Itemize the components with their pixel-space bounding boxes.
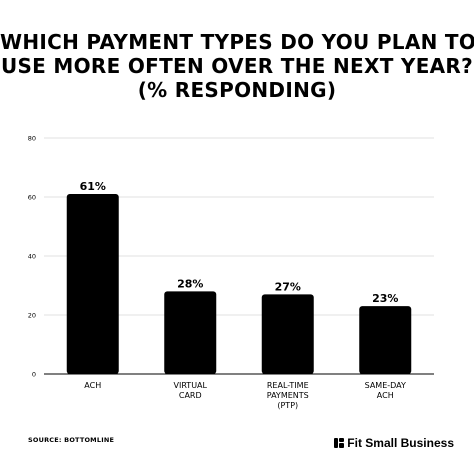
- chart-title-line-3: (% RESPONDING): [137, 78, 337, 102]
- fit-small-business-logo-icon: [334, 438, 345, 448]
- bar: [261, 294, 314, 374]
- x-tick-label: (PTP): [277, 401, 298, 410]
- y-tick-label: 80: [28, 135, 36, 143]
- chart-title-line-2: USE MORE OFTEN OVER THE NEXT YEAR?: [0, 54, 474, 78]
- bar: [359, 306, 412, 374]
- brand-logo: Fit Small Business: [334, 436, 454, 450]
- x-tick-label: ACH: [377, 391, 394, 400]
- y-tick-label: 40: [28, 253, 36, 261]
- chart-title-line-1: WHICH PAYMENT TYPES DO YOU PLAN TO: [0, 30, 474, 54]
- data-label: 61%: [80, 180, 106, 193]
- y-tick-label: 0: [32, 371, 36, 379]
- y-tick-label: 60: [28, 194, 36, 202]
- x-tick-label: VIRTUAL: [174, 381, 208, 390]
- x-tick-label: REAL-TIME: [267, 381, 309, 390]
- x-tick-label: ACH: [84, 381, 101, 390]
- x-tick-label: PAYMENTS: [267, 391, 309, 400]
- data-label: 27%: [275, 280, 301, 293]
- source-note: SOURCE: BOTTOMLINE: [28, 436, 115, 444]
- bar: [164, 291, 217, 374]
- bar: [66, 194, 119, 374]
- data-label: 28%: [177, 277, 203, 290]
- data-label: 23%: [372, 292, 398, 305]
- x-tick-label: SAME-DAY: [365, 381, 406, 390]
- x-tick-label: CARD: [179, 391, 202, 400]
- y-tick-label: 20: [28, 312, 36, 320]
- chart-title: WHICH PAYMENT TYPES DO YOU PLAN TO USE M…: [0, 30, 474, 102]
- brand-name: Fit Small Business: [347, 436, 454, 450]
